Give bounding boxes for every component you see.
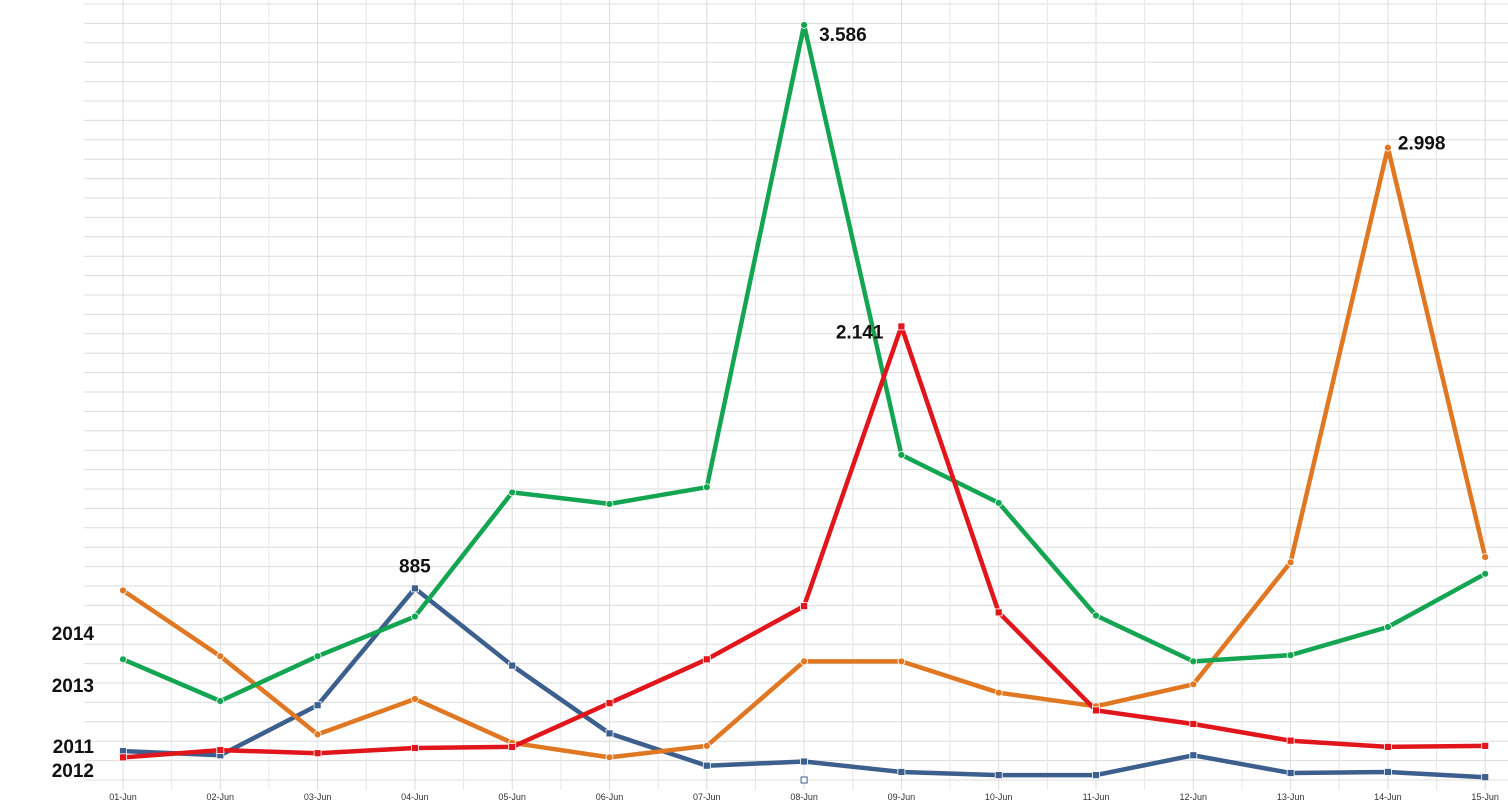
data-point-2012 [800,757,808,766]
data-point-2013 [994,498,1003,507]
data-point-2012 [1481,773,1490,782]
data-point-2011 [1481,741,1490,750]
data-point-2011 [994,608,1003,617]
data-point-2013 [1481,569,1490,578]
annotation-label: 885 [399,556,431,577]
data-point-2013 [1384,623,1392,631]
data-point-2013 [1189,657,1198,666]
series-label-2012: 2012 [52,761,94,782]
data-point-2012 [897,768,906,776]
data-point-2012 [994,771,1003,779]
data-point-2013 [216,697,225,705]
data-point-2013 [1286,651,1295,660]
data-point-2011 [897,322,906,331]
x-tick-label: 15-Jun [1471,792,1499,802]
data-point-2011 [1092,706,1100,715]
x-tick-label: 08-Jun [790,792,818,802]
gridlines [84,0,1508,790]
data-point-2014 [994,688,1003,697]
data-point-2012 [605,729,614,738]
data-point-2014 [702,741,711,750]
series-label-2011: 2011 [53,737,95,758]
data-point-2013 [410,612,419,621]
x-tick-label: 12-Jun [1180,792,1208,802]
series-label-2014: 2014 [52,624,95,645]
x-tick-label: 01-Jun [109,792,137,802]
data-point-2013 [897,451,906,459]
data-point-2012 [1286,769,1295,777]
x-tick-label: 10-Jun [985,792,1013,802]
data-point-2014 [410,695,419,703]
x-tick-label: 05-Jun [498,792,526,802]
stray-marker [800,776,808,784]
data-point-2014 [119,586,127,595]
data-point-2012 [1189,751,1198,760]
data-point-2013 [313,652,322,661]
x-tick-label: 03-Jun [304,792,332,802]
data-point-2013 [1092,611,1100,620]
annotation-label: 2.998 [1398,134,1446,155]
x-tick-label: 11-Jun [1083,792,1110,802]
data-point-2011 [216,746,225,754]
series-label-2013: 2013 [52,676,94,697]
x-tick-label: 13-Jun [1277,792,1305,802]
data-point-2014 [1286,558,1295,567]
data-point-2014 [1384,143,1392,152]
x-tick-label: 02-Jun [207,792,235,802]
data-point-2011 [1286,736,1295,745]
data-point-2012 [508,661,517,670]
series-markers [119,21,1490,784]
data-point-2013 [605,500,614,508]
x-tick-label: 07-Jun [693,792,721,802]
x-tick-label: 06-Jun [596,792,624,802]
data-point-2014 [897,657,906,666]
data-point-2011 [508,743,517,751]
data-point-2014 [800,657,808,666]
annotations: 3.586 2.141 2.998 885 [399,25,1445,577]
data-point-2013 [508,488,517,497]
data-point-2011 [702,655,711,664]
data-point-2011 [119,753,127,762]
data-point-2014 [605,753,614,762]
data-point-2011 [1384,743,1392,751]
x-tick-label: 14-Jun [1374,792,1402,802]
data-point-2011 [1189,720,1198,728]
annotation-label: 3.586 [819,25,867,46]
data-point-2012 [313,701,322,710]
data-point-2012 [1384,768,1392,776]
data-point-2011 [313,749,322,758]
data-point-2013 [800,21,808,29]
x-tick-label: 04-Jun [401,792,429,802]
data-point-2014 [1189,680,1198,689]
data-point-2014 [1481,553,1490,562]
series-labels: 2014 2013 2011 2012 [52,624,95,782]
x-tick-label: 09-Jun [888,792,916,802]
data-point-2014 [216,652,225,661]
data-point-2013 [702,483,711,492]
data-point-2013 [119,655,127,664]
data-point-2012 [702,761,711,770]
data-point-2012 [1092,771,1100,779]
data-point-2012 [410,584,419,593]
x-axis-ticks: 01-Jun 02-Jun 03-Jun 04-Jun 05-Jun 06-Jun 07-J… [109,792,1499,802]
data-point-2011 [410,744,419,752]
data-point-2011 [800,602,808,611]
data-point-2014 [313,730,322,739]
annotation-label: 2.141 [836,322,884,343]
data-point-2011 [605,699,614,708]
